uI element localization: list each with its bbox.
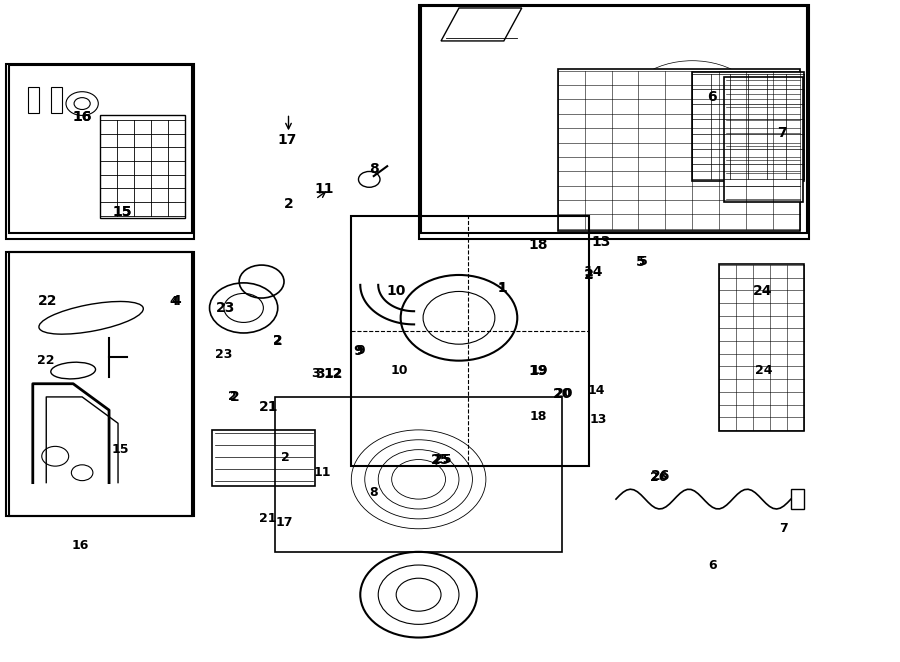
Text: 4: 4 (172, 295, 181, 308)
Bar (558, 70, 800, 231)
Bar (791, 489, 805, 509)
Text: 3: 3 (315, 367, 325, 381)
Bar (418, 5, 809, 239)
Text: 15: 15 (112, 205, 132, 219)
Text: 18: 18 (529, 410, 546, 423)
Text: 16: 16 (72, 539, 89, 551)
Text: 15: 15 (112, 443, 130, 456)
Text: 25: 25 (434, 453, 452, 466)
Text: 18: 18 (528, 238, 548, 252)
Bar (421, 6, 807, 234)
Bar (351, 216, 590, 466)
Text: 17: 17 (275, 516, 292, 529)
Bar (28, 87, 39, 113)
Text: 19: 19 (528, 363, 547, 377)
Text: 13: 13 (591, 235, 610, 249)
Text: 2: 2 (284, 197, 293, 211)
Text: 2: 2 (585, 269, 593, 281)
Text: 21: 21 (259, 400, 278, 414)
Text: 26: 26 (651, 471, 668, 484)
Text: 6: 6 (707, 90, 716, 104)
Text: 5: 5 (638, 256, 647, 268)
Text: 24: 24 (752, 285, 772, 299)
Text: 2: 2 (230, 390, 239, 404)
Text: 22: 22 (39, 295, 58, 308)
Text: 16: 16 (73, 110, 92, 124)
Text: 20: 20 (555, 387, 572, 400)
Text: 2: 2 (273, 334, 283, 348)
Text: 12: 12 (325, 367, 342, 381)
Text: 11: 11 (315, 182, 334, 196)
Text: 1: 1 (498, 281, 507, 295)
Text: 8: 8 (369, 486, 378, 499)
Bar (100, 115, 185, 218)
Text: 25: 25 (431, 453, 451, 467)
Text: 16: 16 (73, 110, 92, 124)
Text: 23: 23 (215, 348, 232, 361)
Text: 5: 5 (636, 255, 646, 269)
Bar (6, 252, 194, 516)
Text: 8: 8 (369, 162, 379, 177)
Bar (275, 397, 562, 552)
Text: 26: 26 (652, 469, 670, 483)
Text: 12: 12 (324, 367, 343, 381)
Bar (9, 252, 193, 516)
Text: 10: 10 (386, 285, 406, 299)
Text: 11: 11 (314, 466, 331, 479)
Bar (724, 77, 803, 203)
Text: 23: 23 (216, 301, 236, 315)
Text: 7: 7 (778, 126, 787, 140)
Text: 10: 10 (390, 364, 408, 377)
Text: 1: 1 (497, 281, 507, 295)
Bar (212, 430, 315, 486)
Text: 2: 2 (584, 268, 594, 282)
Text: 15: 15 (112, 205, 132, 219)
Text: 17: 17 (277, 133, 296, 147)
Text: 20: 20 (553, 387, 572, 401)
Text: 2: 2 (281, 451, 289, 464)
Text: 6: 6 (708, 559, 717, 571)
Text: 24: 24 (755, 364, 773, 377)
Text: 14: 14 (588, 384, 605, 397)
Text: 19: 19 (531, 364, 548, 377)
Bar (6, 64, 194, 239)
Text: 21: 21 (259, 512, 276, 526)
Text: 9: 9 (356, 344, 365, 357)
Text: 2: 2 (229, 391, 238, 403)
Text: 22: 22 (38, 354, 55, 367)
Text: 14: 14 (584, 265, 603, 279)
Text: 9: 9 (354, 344, 364, 357)
Text: 3: 3 (311, 367, 320, 381)
Bar (9, 66, 193, 234)
Text: 4: 4 (169, 295, 178, 308)
Text: 7: 7 (779, 522, 788, 536)
Bar (692, 72, 805, 181)
Text: 13: 13 (590, 414, 607, 426)
Text: 2: 2 (274, 334, 282, 348)
Bar (719, 263, 805, 431)
Bar (50, 87, 61, 113)
Polygon shape (441, 8, 522, 41)
